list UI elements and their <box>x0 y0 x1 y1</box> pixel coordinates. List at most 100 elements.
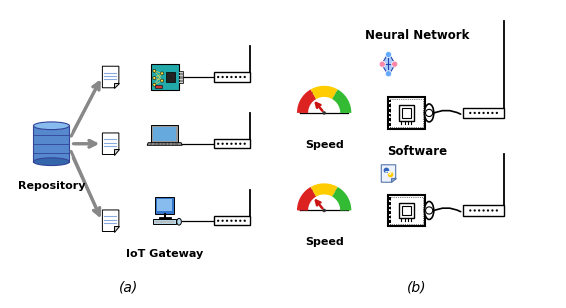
Ellipse shape <box>33 158 70 165</box>
Circle shape <box>243 143 246 145</box>
Circle shape <box>474 209 476 212</box>
Bar <box>463 205 504 216</box>
Text: Speed: Speed <box>305 237 344 247</box>
Text: Neural Network: Neural Network <box>365 30 469 43</box>
Bar <box>155 222 157 223</box>
Circle shape <box>230 220 233 222</box>
Bar <box>151 125 178 143</box>
Bar <box>161 144 163 145</box>
Bar <box>155 197 174 213</box>
Circle shape <box>478 209 481 212</box>
Polygon shape <box>114 226 119 232</box>
Polygon shape <box>102 66 119 88</box>
Bar <box>388 207 391 209</box>
Circle shape <box>379 61 385 67</box>
Bar <box>164 144 167 145</box>
Bar <box>402 108 411 118</box>
Circle shape <box>153 83 156 86</box>
Text: py: py <box>384 170 393 175</box>
Text: Speed: Speed <box>305 140 344 150</box>
Bar <box>153 144 156 145</box>
Bar <box>399 105 414 121</box>
Bar <box>175 144 178 145</box>
Ellipse shape <box>424 104 434 122</box>
Ellipse shape <box>33 122 70 130</box>
Bar <box>166 221 168 222</box>
Circle shape <box>217 76 219 78</box>
Bar <box>169 221 171 222</box>
Bar <box>388 100 391 103</box>
Bar <box>150 143 152 144</box>
Circle shape <box>230 76 233 78</box>
Circle shape <box>469 209 471 212</box>
Bar <box>213 216 250 225</box>
Bar <box>463 108 504 118</box>
Circle shape <box>217 143 219 145</box>
Circle shape <box>239 143 242 145</box>
Circle shape <box>426 207 433 214</box>
Circle shape <box>243 76 246 78</box>
Bar <box>172 222 174 223</box>
Circle shape <box>491 112 494 114</box>
Circle shape <box>388 172 393 177</box>
Circle shape <box>226 220 228 222</box>
Circle shape <box>478 112 481 114</box>
Circle shape <box>235 220 237 222</box>
Bar <box>168 144 170 145</box>
Circle shape <box>153 69 156 72</box>
Circle shape <box>221 220 224 222</box>
Bar <box>390 197 423 224</box>
Bar <box>158 221 160 222</box>
Circle shape <box>491 209 494 212</box>
Bar <box>390 99 423 127</box>
Text: Repository: Repository <box>18 181 85 191</box>
Bar <box>164 143 167 144</box>
Bar <box>179 71 183 83</box>
Circle shape <box>221 76 224 78</box>
Bar <box>172 221 174 222</box>
Bar <box>388 114 391 116</box>
Circle shape <box>469 112 471 114</box>
Bar <box>388 202 391 205</box>
Circle shape <box>482 112 484 114</box>
Bar <box>388 118 391 121</box>
Bar <box>153 143 156 144</box>
Bar <box>150 144 152 145</box>
Circle shape <box>496 209 498 212</box>
Circle shape <box>482 209 484 212</box>
Circle shape <box>239 220 242 222</box>
Bar <box>171 144 174 145</box>
Polygon shape <box>114 83 119 88</box>
Polygon shape <box>114 149 119 155</box>
Circle shape <box>487 112 489 114</box>
Polygon shape <box>381 165 396 182</box>
Polygon shape <box>381 53 395 75</box>
Bar <box>158 222 160 223</box>
Bar <box>155 221 157 222</box>
Bar <box>388 123 391 126</box>
Circle shape <box>474 112 476 114</box>
Ellipse shape <box>424 201 434 219</box>
Bar <box>166 222 168 223</box>
Polygon shape <box>102 133 119 155</box>
Circle shape <box>161 79 164 82</box>
Circle shape <box>323 111 326 115</box>
Text: IoT Gateway: IoT Gateway <box>126 249 203 259</box>
Bar <box>213 72 250 82</box>
Bar <box>171 143 174 144</box>
Polygon shape <box>391 178 396 182</box>
Circle shape <box>385 51 392 58</box>
Bar <box>388 97 425 129</box>
Polygon shape <box>147 143 182 145</box>
Circle shape <box>487 209 489 212</box>
Bar <box>402 206 411 215</box>
Bar <box>388 197 391 200</box>
Circle shape <box>392 61 398 67</box>
Bar <box>388 211 391 214</box>
Bar <box>388 195 425 226</box>
Bar <box>388 104 391 107</box>
Circle shape <box>496 112 498 114</box>
Bar <box>161 143 163 144</box>
Circle shape <box>230 143 233 145</box>
Bar <box>175 143 178 144</box>
